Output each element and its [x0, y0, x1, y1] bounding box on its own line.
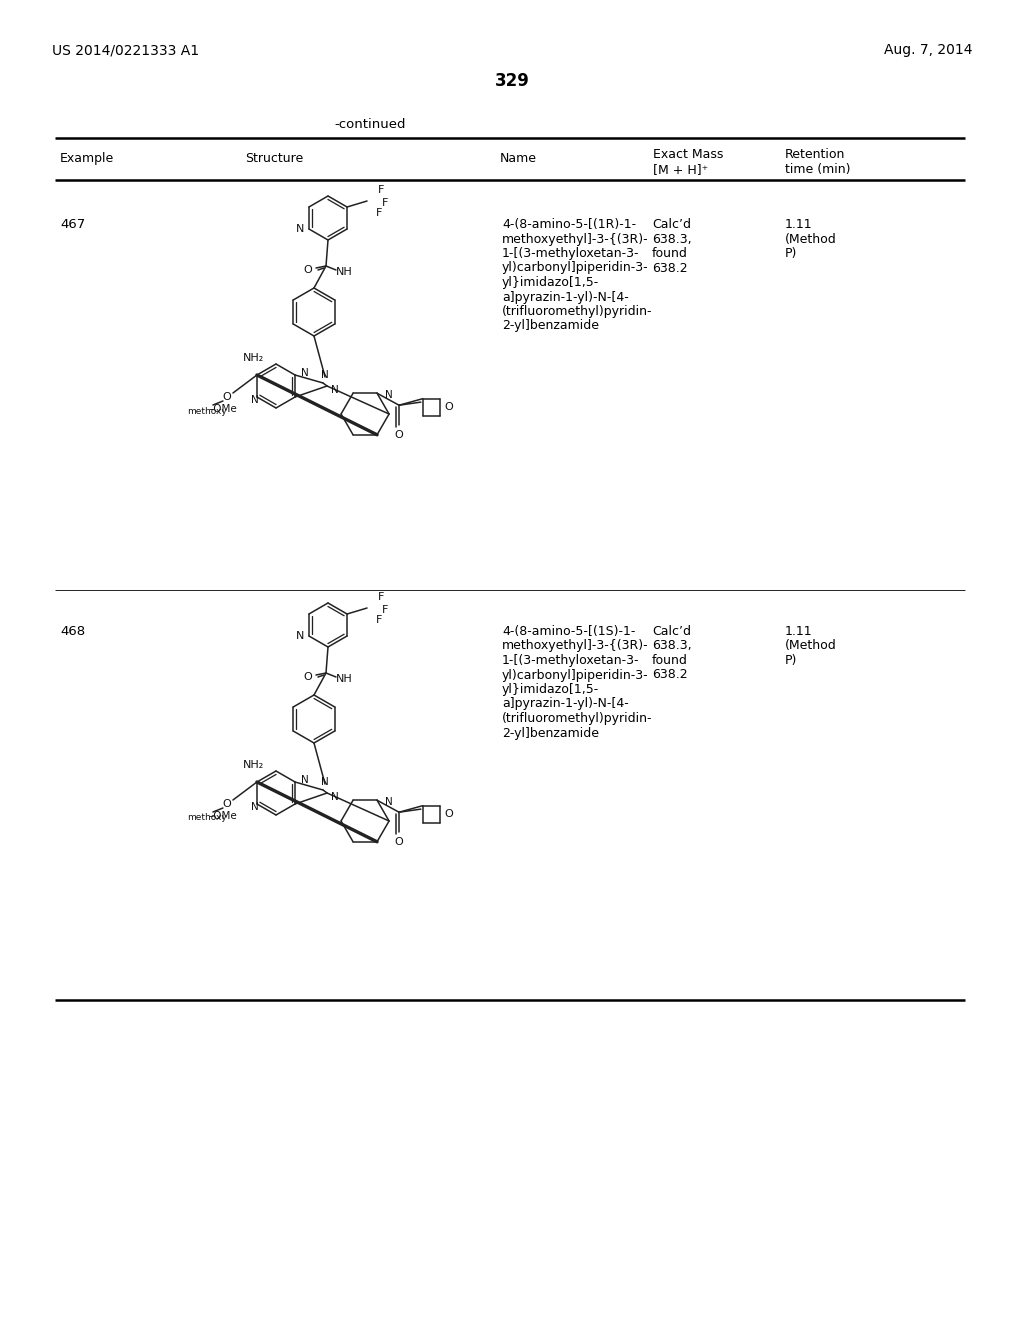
Text: US 2014/0221333 A1: US 2014/0221333 A1 — [52, 44, 199, 57]
Text: NH₂: NH₂ — [243, 760, 264, 770]
Text: F: F — [382, 605, 388, 615]
Text: 1.11: 1.11 — [785, 218, 813, 231]
Text: –OMe: –OMe — [209, 404, 238, 414]
Text: [M + H]⁺: [M + H]⁺ — [653, 162, 709, 176]
Text: O: O — [222, 392, 231, 403]
Text: F: F — [376, 615, 382, 624]
Text: N: N — [322, 777, 329, 787]
Text: (trifluoromethyl)pyridin-: (trifluoromethyl)pyridin- — [502, 305, 652, 318]
Text: methoxy: methoxy — [187, 813, 227, 822]
Text: O: O — [304, 265, 312, 275]
Text: F: F — [378, 185, 384, 195]
Text: N: N — [296, 631, 304, 642]
Text: N: N — [251, 395, 259, 405]
Text: 4-(8-amino-5-[(1S)-1-: 4-(8-amino-5-[(1S)-1- — [502, 624, 635, 638]
Text: N: N — [296, 224, 304, 234]
Text: N: N — [301, 775, 309, 785]
Text: NH: NH — [336, 267, 352, 277]
Text: yl)carbonyl]piperidin-3-: yl)carbonyl]piperidin-3- — [502, 261, 648, 275]
Text: 1.11: 1.11 — [785, 624, 813, 638]
Text: N: N — [301, 368, 309, 378]
Text: N: N — [331, 792, 339, 803]
Text: F: F — [378, 591, 384, 602]
Text: a]pyrazin-1-yl)-N-[4-: a]pyrazin-1-yl)-N-[4- — [502, 290, 629, 304]
Text: 329: 329 — [495, 73, 529, 90]
Text: O: O — [222, 799, 231, 809]
Text: (Method: (Method — [785, 639, 837, 652]
Text: 1-[(3-methyloxetan-3-: 1-[(3-methyloxetan-3- — [502, 247, 640, 260]
Text: Calc’d: Calc’d — [652, 624, 691, 638]
Text: 638.3,: 638.3, — [652, 232, 691, 246]
Text: O: O — [394, 837, 403, 847]
Text: found: found — [652, 653, 688, 667]
Text: time (min): time (min) — [785, 162, 851, 176]
Text: (Method: (Method — [785, 232, 837, 246]
Text: -continued: -continued — [334, 117, 406, 131]
Text: –OMe: –OMe — [209, 810, 238, 821]
Text: yl}imidazo[1,5-: yl}imidazo[1,5- — [502, 276, 599, 289]
Text: yl)carbonyl]piperidin-3-: yl)carbonyl]piperidin-3- — [502, 668, 648, 681]
Text: 2-yl]benzamide: 2-yl]benzamide — [502, 319, 599, 333]
Text: Structure: Structure — [245, 152, 303, 165]
Text: Aug. 7, 2014: Aug. 7, 2014 — [884, 44, 972, 57]
Text: N: N — [331, 385, 339, 395]
Text: N: N — [385, 797, 393, 808]
Text: O: O — [394, 430, 403, 440]
Text: 1-[(3-methyloxetan-3-: 1-[(3-methyloxetan-3- — [502, 653, 640, 667]
Text: a]pyrazin-1-yl)-N-[4-: a]pyrazin-1-yl)-N-[4- — [502, 697, 629, 710]
Text: N: N — [385, 391, 393, 400]
Text: methoxyethyl]-3-{(3R)-: methoxyethyl]-3-{(3R)- — [502, 639, 648, 652]
Text: O: O — [444, 403, 453, 412]
Text: 638.3,: 638.3, — [652, 639, 691, 652]
Text: 638.2: 638.2 — [652, 261, 688, 275]
Text: Retention: Retention — [785, 148, 846, 161]
Text: O: O — [304, 672, 312, 682]
Text: F: F — [382, 198, 388, 209]
Text: F: F — [376, 209, 382, 218]
Text: 2-yl]benzamide: 2-yl]benzamide — [502, 726, 599, 739]
Text: methoxyethyl]-3-{(3R)-: methoxyethyl]-3-{(3R)- — [502, 232, 648, 246]
Text: Name: Name — [500, 152, 537, 165]
Text: NH: NH — [336, 675, 352, 684]
Text: found: found — [652, 247, 688, 260]
Text: 467: 467 — [60, 218, 85, 231]
Text: Exact Mass: Exact Mass — [653, 148, 723, 161]
Text: O: O — [444, 809, 453, 820]
Text: methoxy: methoxy — [187, 407, 227, 416]
Text: Example: Example — [60, 152, 115, 165]
Text: 638.2: 638.2 — [652, 668, 688, 681]
Text: Calc’d: Calc’d — [652, 218, 691, 231]
Text: P): P) — [785, 247, 798, 260]
Text: yl}imidazo[1,5-: yl}imidazo[1,5- — [502, 682, 599, 696]
Text: (trifluoromethyl)pyridin-: (trifluoromethyl)pyridin- — [502, 711, 652, 725]
Text: 468: 468 — [60, 624, 85, 638]
Text: 4-(8-amino-5-[(1R)-1-: 4-(8-amino-5-[(1R)-1- — [502, 218, 636, 231]
Text: N: N — [322, 370, 329, 380]
Text: NH₂: NH₂ — [243, 352, 264, 363]
Text: P): P) — [785, 653, 798, 667]
Text: N: N — [251, 803, 259, 812]
